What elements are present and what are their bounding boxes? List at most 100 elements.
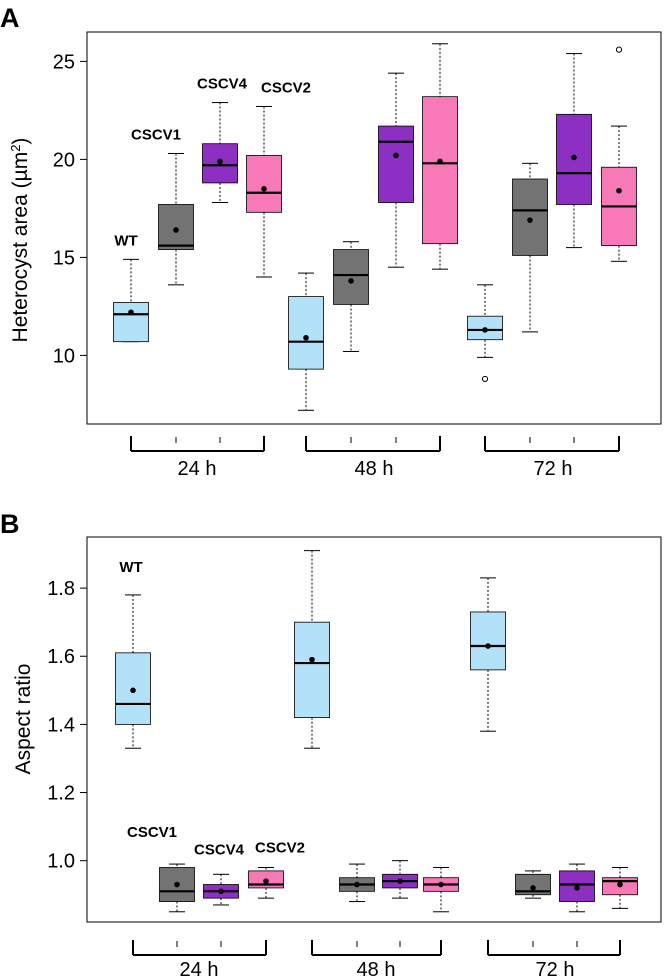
box-wt — [294, 550, 330, 749]
box-body — [333, 249, 369, 305]
box-body — [288, 296, 324, 370]
box-body — [113, 302, 149, 343]
panel-b-chart: B Aspect ratio 1.0 1.2 1.4 1.6 1.8 WT CSCV1 CS… — [0, 509, 662, 976]
mean-marker — [354, 881, 360, 888]
mean-marker — [617, 881, 623, 888]
box-cscv2 — [248, 866, 284, 899]
mean-marker — [527, 217, 533, 223]
mean-marker — [616, 187, 622, 194]
panel-a-annotations: WT CSCV1 CSCV4 CSCV2 — [114, 76, 311, 250]
mean-marker — [218, 888, 224, 895]
box-wt — [113, 258, 149, 343]
mean-marker — [397, 878, 403, 884]
strain-label-cscv1: CSCV1 — [127, 824, 177, 841]
mean-marker — [309, 656, 315, 663]
mean-marker — [571, 154, 577, 161]
panel-b-label: B — [0, 509, 20, 539]
box-cscv1 — [158, 153, 194, 286]
box-cscv1 — [339, 863, 375, 903]
mean-marker — [303, 334, 309, 341]
box-body — [294, 621, 330, 718]
mean-marker — [485, 643, 491, 649]
y-tick-label: 25 — [53, 51, 75, 73]
box-cscv1 — [159, 863, 195, 913]
mean-marker — [348, 278, 354, 284]
y-tick-label: 10 — [53, 345, 75, 367]
y-tick-label: 1.8 — [47, 578, 75, 600]
box-wt — [467, 284, 503, 383]
box-cscv1 — [515, 870, 551, 899]
panel-a-y-ticks: 10 15 20 25 — [53, 51, 87, 367]
y-tick-label: 15 — [53, 247, 75, 269]
box-cscv4 — [203, 873, 239, 906]
panel-a-y-axis-title: Heterocyst area (µm2) — [8, 138, 33, 343]
panel-a-frame — [86, 31, 662, 425]
y-tick-label: 1.6 — [47, 646, 75, 668]
panel-b-y-axis-title: Aspect ratio — [12, 664, 35, 775]
box-cscv2 — [246, 105, 282, 278]
group-label: 48 h — [357, 959, 396, 976]
strain-label-cscv2: CSCV2 — [261, 79, 311, 96]
box-wt — [288, 272, 324, 411]
mean-marker — [393, 152, 399, 159]
y-tick-label: 20 — [53, 149, 75, 171]
strain-label-cscv4: CSCV4 — [197, 76, 248, 93]
panel-a-label: A — [0, 3, 20, 33]
box-cscv4 — [202, 102, 238, 204]
strain-label-cscv2: CSCV2 — [255, 839, 305, 856]
box-body — [246, 155, 282, 213]
outlier-point — [615, 46, 623, 53]
panel-b-annotations: WT CSCV1 CSCV4 CSCV2 — [119, 559, 305, 858]
panel-b-boxes — [115, 550, 638, 913]
group-label: 24 h — [180, 959, 219, 976]
box-body — [512, 178, 548, 256]
box-cscv2 — [423, 866, 459, 913]
box-cscv1 — [333, 241, 369, 352]
box-cscv2 — [602, 866, 638, 909]
box-cscv2 — [601, 46, 637, 262]
group-label: 72 h — [534, 458, 573, 480]
mean-marker — [130, 687, 136, 694]
group-label: 48 h — [355, 458, 394, 480]
panel-b-y-ticks: 1.0 1.2 1.4 1.6 1.8 — [47, 578, 87, 873]
panel-a-y-title-prefix: Heterocyst area ( — [9, 181, 32, 342]
box-cscv4 — [382, 860, 418, 899]
box-cscv2 — [422, 43, 458, 270]
panel-a-boxes — [113, 43, 637, 411]
panel-a-y-title-suffix: ) — [9, 138, 32, 145]
box-wt — [115, 594, 151, 749]
box-body — [515, 873, 551, 896]
mean-marker — [174, 881, 180, 888]
strain-label-cscv1: CSCV1 — [131, 127, 181, 144]
panel-b-frame — [86, 536, 662, 923]
panel-b-group-axis: 24 h 48 h 72 h — [132, 940, 621, 976]
mean-marker — [173, 227, 179, 233]
strain-label-wt: WT — [114, 232, 137, 249]
box-body — [422, 96, 458, 245]
y-tick-label: 1.2 — [47, 783, 75, 805]
strain-label-cscv4: CSCV4 — [194, 841, 245, 858]
panel-a-chart: A Heterocyst area (µm2) 10 15 20 25 WT CSCV1… — [0, 3, 662, 480]
group-label: 72 h — [536, 959, 575, 976]
box-wt — [470, 577, 506, 732]
box-body — [378, 125, 414, 203]
box-cscv4 — [556, 53, 592, 249]
panel-a-y-title-sup: 2 — [8, 145, 23, 152]
box-body — [470, 611, 506, 671]
box-body — [159, 867, 195, 902]
mean-marker — [438, 881, 444, 888]
mean-marker — [261, 186, 267, 192]
mean-marker — [217, 158, 223, 165]
group-label: 24 h — [178, 458, 217, 480]
mean-marker — [574, 885, 580, 891]
strain-label-wt: WT — [119, 559, 142, 576]
mean-marker — [437, 158, 443, 165]
box-body — [158, 204, 194, 250]
mean-marker — [263, 878, 269, 884]
outlier-point — [481, 375, 489, 383]
mean-marker — [482, 327, 488, 333]
panel-a-group-axis: 24 h 48 h 72 h — [130, 436, 620, 480]
box-cscv1 — [512, 162, 548, 333]
y-tick-label: 1.4 — [47, 714, 75, 736]
